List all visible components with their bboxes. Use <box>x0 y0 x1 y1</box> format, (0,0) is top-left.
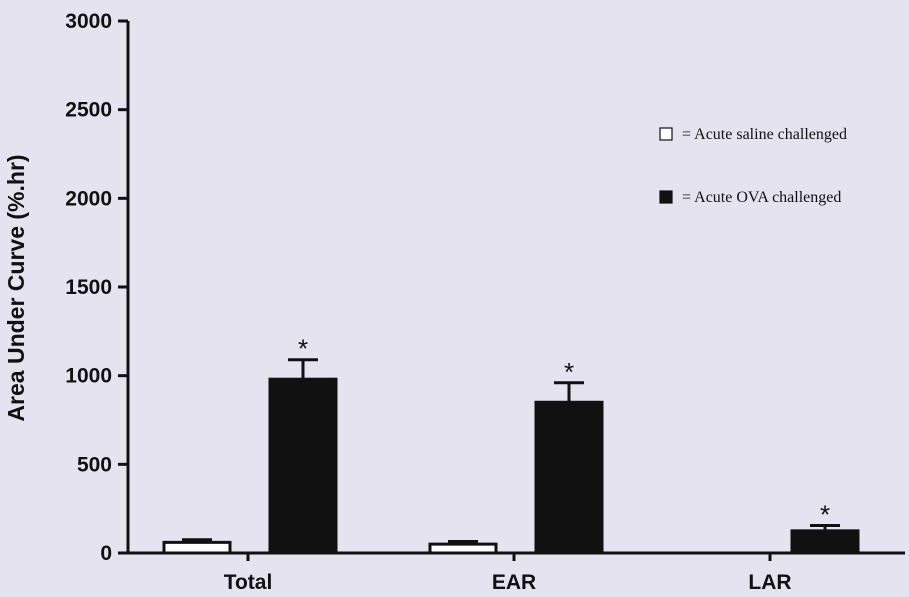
y-tick-label: 2000 <box>65 187 112 210</box>
bars: * * * <box>162 334 860 555</box>
y-tick-label: 1000 <box>65 365 112 388</box>
bar <box>162 540 232 555</box>
legend-label: = Acute OVA challenged <box>682 189 841 206</box>
bar <box>534 400 604 555</box>
y-axis-ticks: 0 500 1000 1500 2000 2500 3000 <box>65 10 128 565</box>
significance-marker: * <box>820 500 830 530</box>
legend-swatch <box>659 190 673 204</box>
legend-label: = Acute saline challenged <box>682 126 847 143</box>
bar <box>268 377 338 555</box>
axes <box>126 21 905 555</box>
y-tick-label: 3000 <box>65 10 112 33</box>
y-axis-label: Area Under Curve (%.hr) <box>3 154 29 421</box>
x-axis-labels: Total EAR LAR <box>224 553 792 594</box>
y-tick-label: 0 <box>100 542 112 565</box>
y-tick-label: 2500 <box>65 99 112 122</box>
legend: = Acute saline challenged = Acute OVA cha… <box>659 126 847 206</box>
x-tick-label: EAR <box>492 571 536 594</box>
x-tick-label: Total <box>224 571 273 594</box>
y-tick-label: 500 <box>77 453 112 476</box>
x-tick-label: LAR <box>748 571 791 594</box>
bar <box>428 542 498 555</box>
significance-marker: * <box>564 357 574 387</box>
y-tick-label: 1500 <box>65 276 112 299</box>
significance-marker: * <box>298 334 308 364</box>
legend-swatch <box>659 127 673 141</box>
bar <box>790 529 860 555</box>
